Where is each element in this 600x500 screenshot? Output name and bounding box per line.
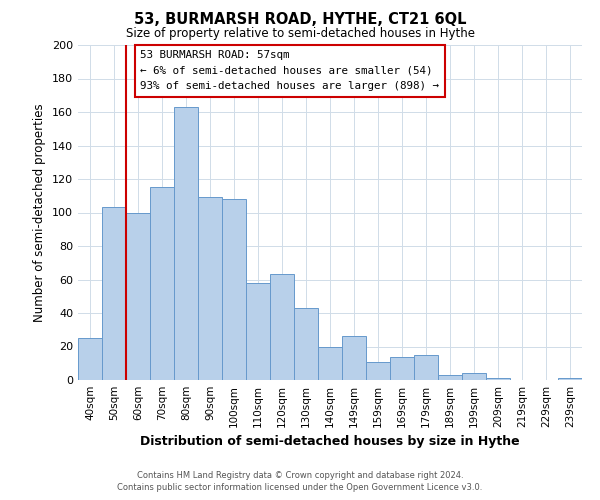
Bar xyxy=(366,362,390,380)
Bar xyxy=(174,107,198,380)
Bar xyxy=(150,188,174,380)
Y-axis label: Number of semi-detached properties: Number of semi-detached properties xyxy=(34,103,46,322)
Bar xyxy=(198,198,222,380)
Bar xyxy=(318,346,342,380)
Bar xyxy=(414,355,438,380)
Bar xyxy=(462,374,486,380)
Bar xyxy=(294,308,318,380)
Bar xyxy=(438,375,462,380)
Text: Size of property relative to semi-detached houses in Hythe: Size of property relative to semi-detach… xyxy=(125,28,475,40)
Bar xyxy=(126,212,150,380)
Bar xyxy=(390,356,414,380)
Text: Contains HM Land Registry data © Crown copyright and database right 2024.
Contai: Contains HM Land Registry data © Crown c… xyxy=(118,471,482,492)
Bar xyxy=(222,199,246,380)
Bar xyxy=(342,336,366,380)
Bar xyxy=(78,338,102,380)
X-axis label: Distribution of semi-detached houses by size in Hythe: Distribution of semi-detached houses by … xyxy=(140,436,520,448)
Bar xyxy=(102,208,126,380)
Bar xyxy=(246,283,270,380)
Text: 53 BURMARSH ROAD: 57sqm
← 6% of semi-detached houses are smaller (54)
93% of sem: 53 BURMARSH ROAD: 57sqm ← 6% of semi-det… xyxy=(140,50,439,91)
Text: 53, BURMARSH ROAD, HYTHE, CT21 6QL: 53, BURMARSH ROAD, HYTHE, CT21 6QL xyxy=(134,12,466,28)
Bar xyxy=(558,378,582,380)
Bar xyxy=(486,378,510,380)
Bar xyxy=(270,274,294,380)
